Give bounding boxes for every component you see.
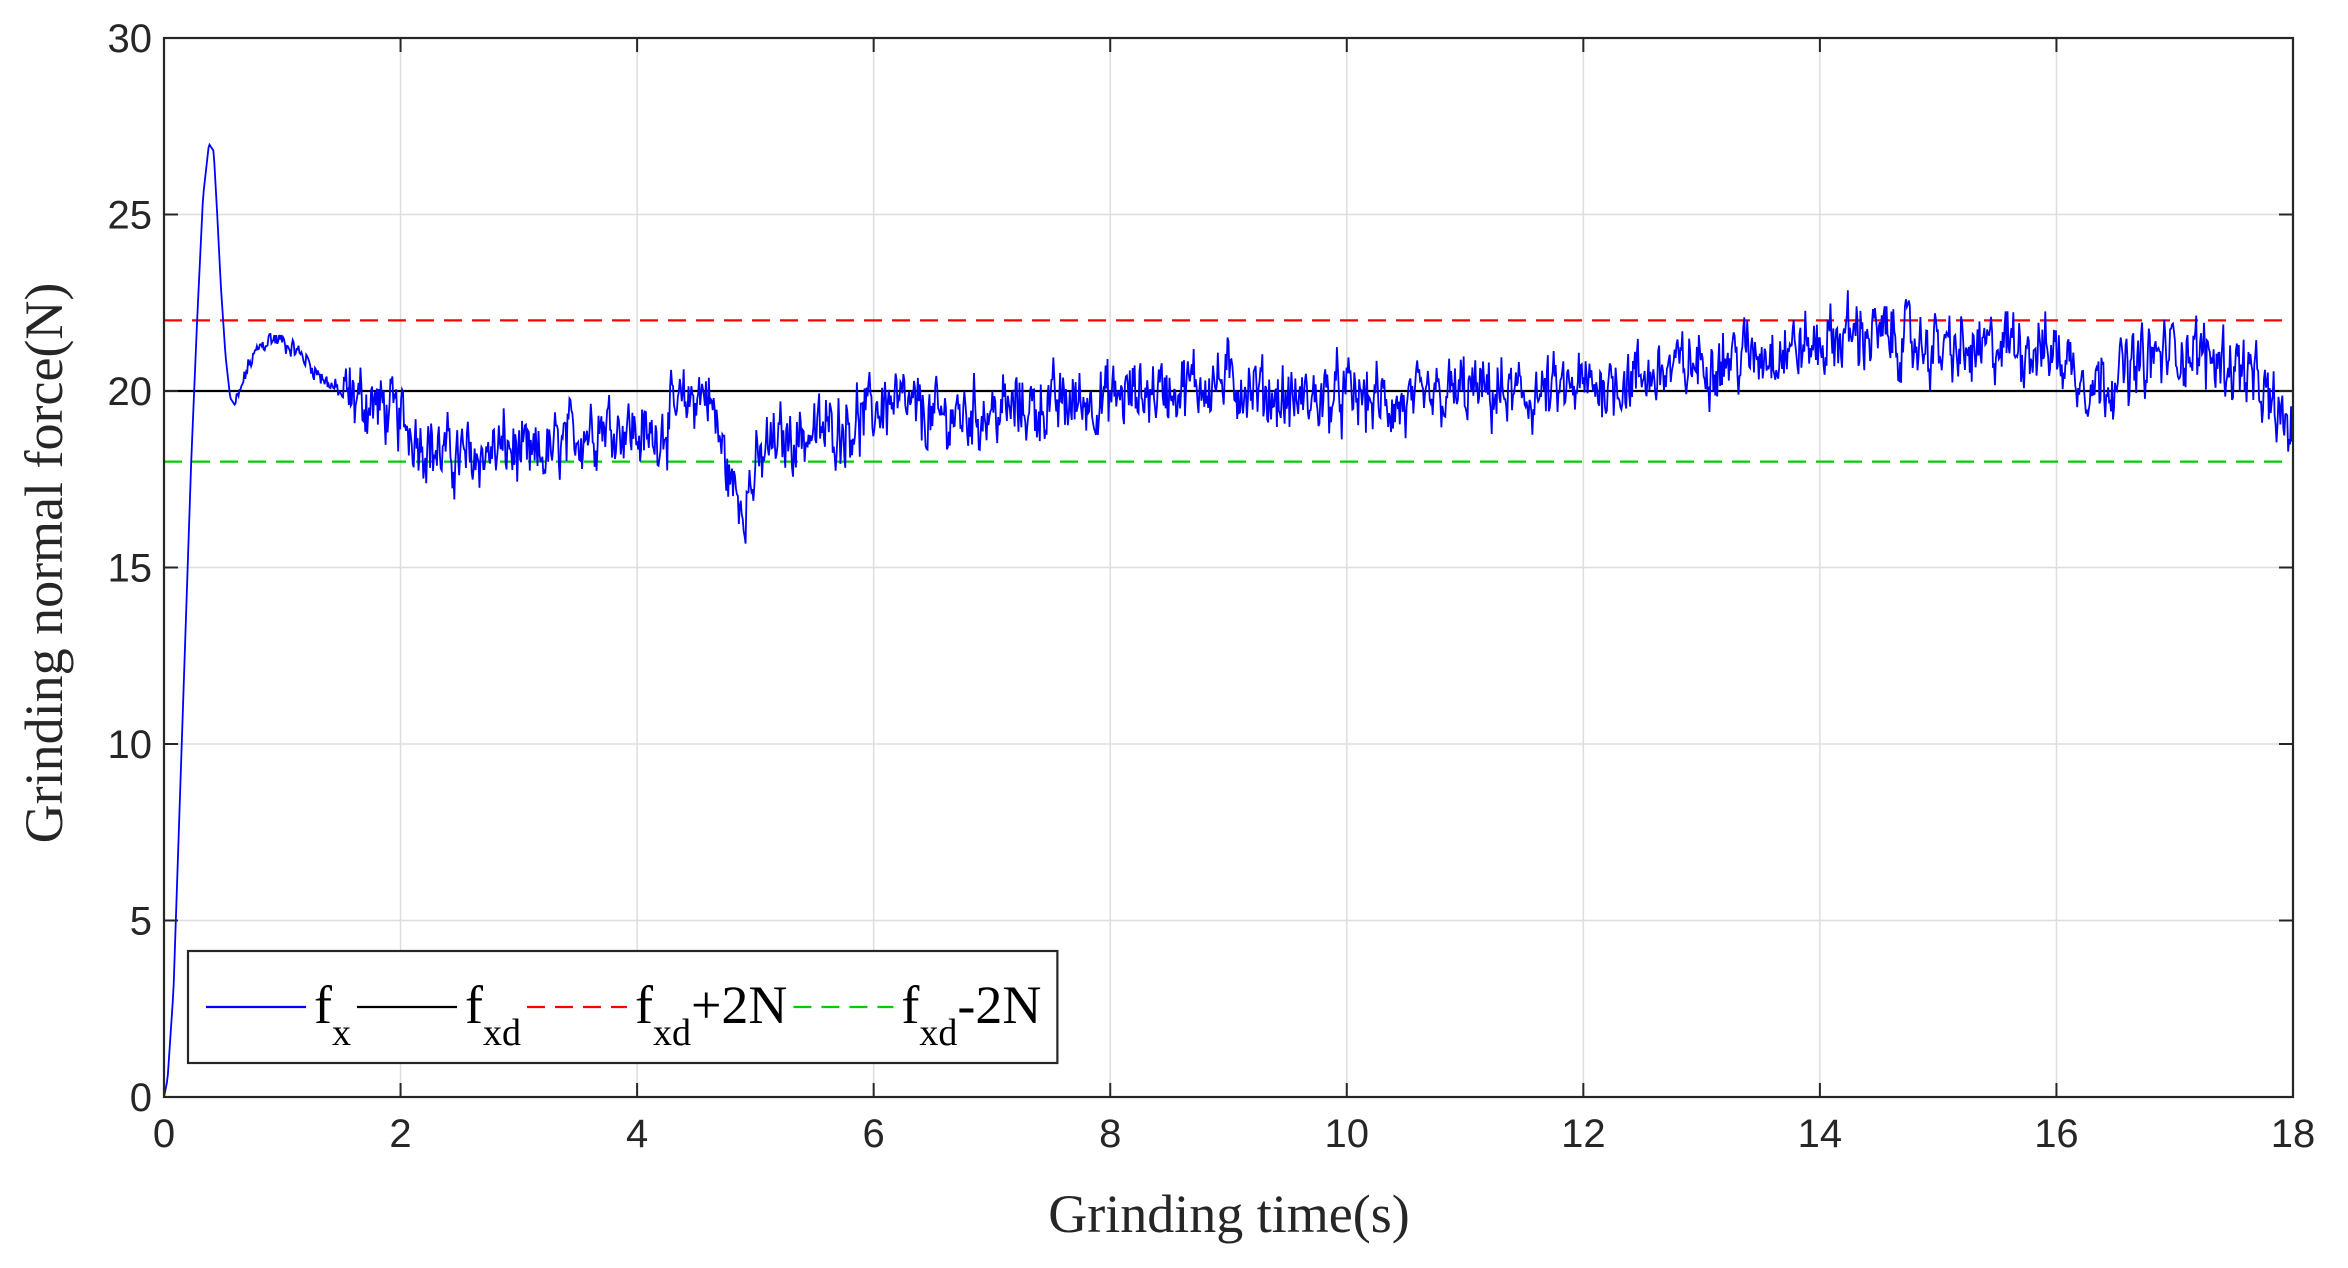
- y-tick-label: 20: [108, 370, 153, 414]
- x-tick-label: 2: [389, 1112, 411, 1156]
- plot-area-border: [162, 36, 2295, 1099]
- axes-frame: [162, 36, 2295, 1099]
- x-tick-label: 18: [2271, 1112, 2316, 1156]
- x-tick-label: 8: [1099, 1112, 1121, 1156]
- series-line-0: [163, 142, 2294, 1098]
- x-tick-label: 4: [626, 1112, 648, 1156]
- y-tick-label: 15: [108, 547, 153, 591]
- y-tick-label: 0: [130, 1076, 152, 1120]
- x-tick-label: 14: [1798, 1112, 1843, 1156]
- x-tick-label: 12: [1561, 1112, 1606, 1156]
- x-tick-label: 0: [153, 1112, 175, 1156]
- y-axis-title: Grinding normal force(N): [14, 283, 74, 844]
- legend-label-1: fxd: [465, 975, 521, 1054]
- legend: fx fxd fxd+2N fxd-2N: [186, 949, 1059, 1065]
- series-layer: [163, 142, 2294, 1098]
- legend-label-2: fxd+2N: [635, 975, 787, 1054]
- y-tick-label: 30: [108, 17, 153, 61]
- y-tick-label: 10: [108, 723, 153, 767]
- x-axis-title: Grinding time(s): [1048, 1184, 1409, 1244]
- y-tick-label: 5: [130, 900, 152, 944]
- legend-label-0: fx: [314, 975, 351, 1054]
- x-tick-label: 6: [863, 1112, 885, 1156]
- y-tick-label: 25: [108, 194, 153, 238]
- tick-labels: 0 2 4 6 8 10 12 14 16 18 0 5 10 15 20 25 30: [108, 17, 2316, 1156]
- x-tick-label: 16: [2034, 1112, 2079, 1156]
- legend-label-3: fxd-2N: [901, 975, 1041, 1054]
- x-tick-label: 10: [1325, 1112, 1370, 1156]
